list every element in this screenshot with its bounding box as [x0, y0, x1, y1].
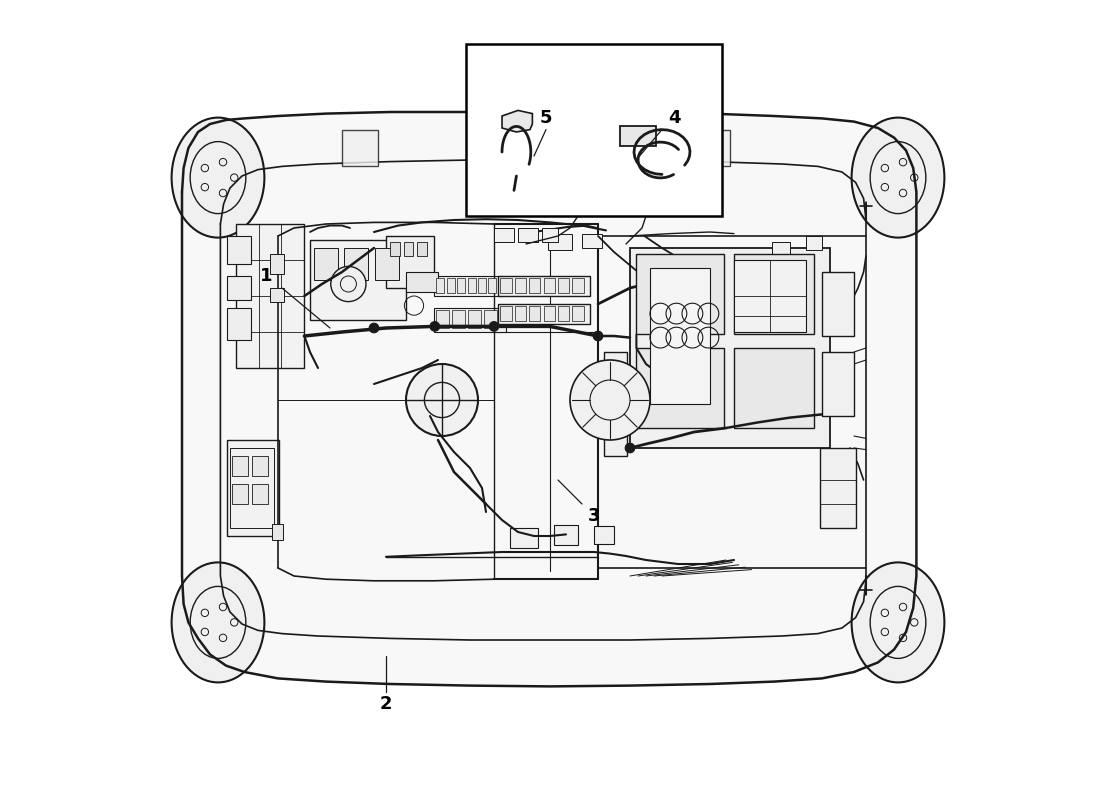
Bar [344, 248, 369, 280]
Text: eurospares: eurospares [207, 290, 382, 318]
Bar [468, 278, 475, 293]
Bar [232, 484, 249, 504]
Circle shape [331, 266, 366, 302]
Ellipse shape [851, 118, 945, 238]
Bar [386, 236, 434, 288]
Circle shape [490, 322, 498, 331]
Bar [417, 242, 427, 256]
Bar [822, 352, 854, 416]
Bar [734, 260, 806, 332]
Text: eurospares: eurospares [718, 290, 893, 318]
Bar [404, 242, 414, 256]
Text: 3: 3 [587, 507, 601, 525]
Bar [458, 278, 465, 293]
Bar [236, 224, 305, 368]
Bar [543, 278, 554, 293]
Text: 2: 2 [379, 695, 393, 713]
Bar [227, 308, 251, 340]
Bar [227, 440, 278, 536]
Bar [630, 248, 830, 448]
Bar [500, 306, 512, 321]
Bar [227, 276, 251, 300]
Bar [270, 254, 285, 274]
Bar [518, 228, 538, 242]
Bar [734, 348, 814, 428]
Bar [447, 278, 454, 293]
Bar [484, 310, 497, 328]
Bar [270, 288, 285, 302]
Bar [498, 304, 590, 324]
Polygon shape [502, 110, 532, 132]
Bar [452, 310, 465, 328]
Polygon shape [182, 112, 916, 686]
Bar [510, 528, 538, 548]
Text: eurospares: eurospares [462, 482, 638, 510]
Bar [500, 278, 512, 293]
Bar [437, 278, 444, 293]
Bar [406, 272, 438, 292]
Bar [342, 130, 378, 166]
Bar [650, 268, 710, 404]
Bar [572, 306, 584, 321]
Bar [620, 126, 656, 146]
Bar [558, 306, 569, 321]
Bar [543, 306, 554, 321]
Bar [434, 276, 502, 296]
Circle shape [370, 323, 378, 333]
Bar [549, 234, 572, 250]
Bar [478, 278, 486, 293]
Bar [252, 456, 268, 476]
Text: 4: 4 [668, 110, 680, 127]
Text: 5: 5 [540, 110, 552, 127]
Circle shape [625, 443, 635, 453]
Bar [694, 130, 730, 166]
Bar [529, 278, 540, 293]
Bar [822, 272, 854, 336]
Circle shape [430, 322, 440, 331]
Bar [604, 352, 627, 456]
Bar [469, 310, 481, 328]
Bar [232, 456, 249, 476]
Bar [594, 526, 614, 544]
Bar [498, 276, 590, 296]
Bar [310, 240, 406, 320]
Bar [515, 306, 526, 321]
Bar [272, 524, 283, 540]
Circle shape [406, 364, 478, 436]
Circle shape [570, 360, 650, 440]
Ellipse shape [851, 562, 945, 682]
Bar [314, 248, 338, 280]
Bar [806, 236, 822, 250]
Bar [227, 236, 251, 264]
Bar [734, 254, 814, 334]
Bar [466, 44, 722, 216]
Bar [437, 310, 449, 328]
Bar [637, 348, 725, 428]
Bar [375, 248, 399, 280]
Bar [434, 308, 506, 332]
Ellipse shape [172, 562, 264, 682]
Bar [772, 242, 790, 258]
Bar [572, 278, 584, 293]
Bar [529, 306, 540, 321]
Bar [515, 278, 526, 293]
Bar [252, 484, 268, 504]
Bar [582, 234, 602, 248]
Bar [821, 448, 857, 528]
Bar [554, 525, 578, 545]
Bar [390, 242, 399, 256]
Text: eurospares: eurospares [718, 482, 893, 510]
Text: eurospares: eurospares [207, 482, 382, 510]
Bar [542, 228, 558, 242]
Bar [637, 254, 725, 334]
Bar [558, 278, 569, 293]
Ellipse shape [172, 118, 264, 238]
Bar [230, 448, 274, 528]
Text: eurospares: eurospares [462, 290, 638, 318]
Text: 1: 1 [260, 267, 273, 285]
Bar [488, 278, 496, 293]
Bar [494, 228, 514, 242]
Circle shape [593, 331, 603, 341]
